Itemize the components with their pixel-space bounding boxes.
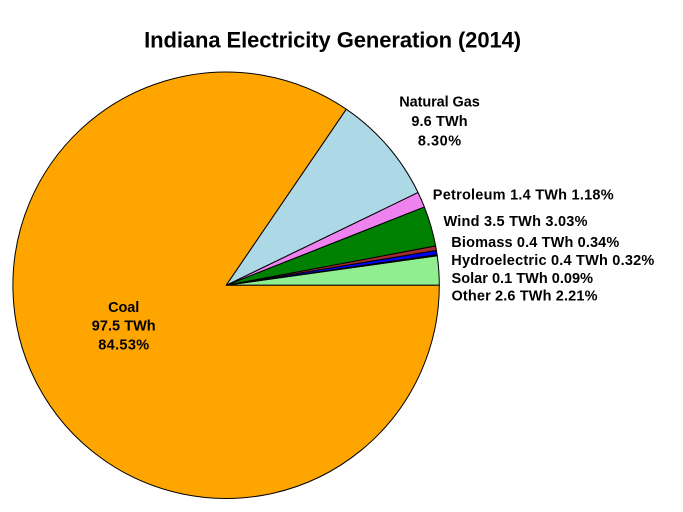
svg-text:Biomass 0.4 TWh 0.34%: Biomass 0.4 TWh 0.34% — [451, 235, 619, 251]
svg-text:Hydroelectric 0.4 TWh 0.32%: Hydroelectric 0.4 TWh 0.32% — [451, 253, 654, 269]
svg-text:Solar 0.1 TWh 0.09%: Solar 0.1 TWh 0.09% — [452, 271, 594, 287]
svg-text:Coal: Coal — [108, 300, 139, 316]
svg-text:9.6 TWh: 9.6 TWh — [411, 114, 467, 130]
svg-text:Petroleum 1.4 TWh 1.18%: Petroleum 1.4 TWh 1.18% — [433, 187, 614, 203]
svg-text:8.30%: 8.30% — [418, 134, 461, 150]
svg-text:Wind 3.5 TWh 3.03%: Wind 3.5 TWh 3.03% — [444, 214, 588, 230]
svg-text:84.53%: 84.53% — [98, 337, 149, 353]
svg-text:97.5 TWh: 97.5 TWh — [92, 319, 156, 335]
svg-text:Natural Gas: Natural Gas — [399, 95, 480, 111]
svg-text:Indiana Electricity Generation: Indiana Electricity Generation (2014) — [144, 27, 521, 52]
svg-text:Other 2.6 TWh 2.21%: Other 2.6 TWh 2.21% — [452, 289, 598, 305]
